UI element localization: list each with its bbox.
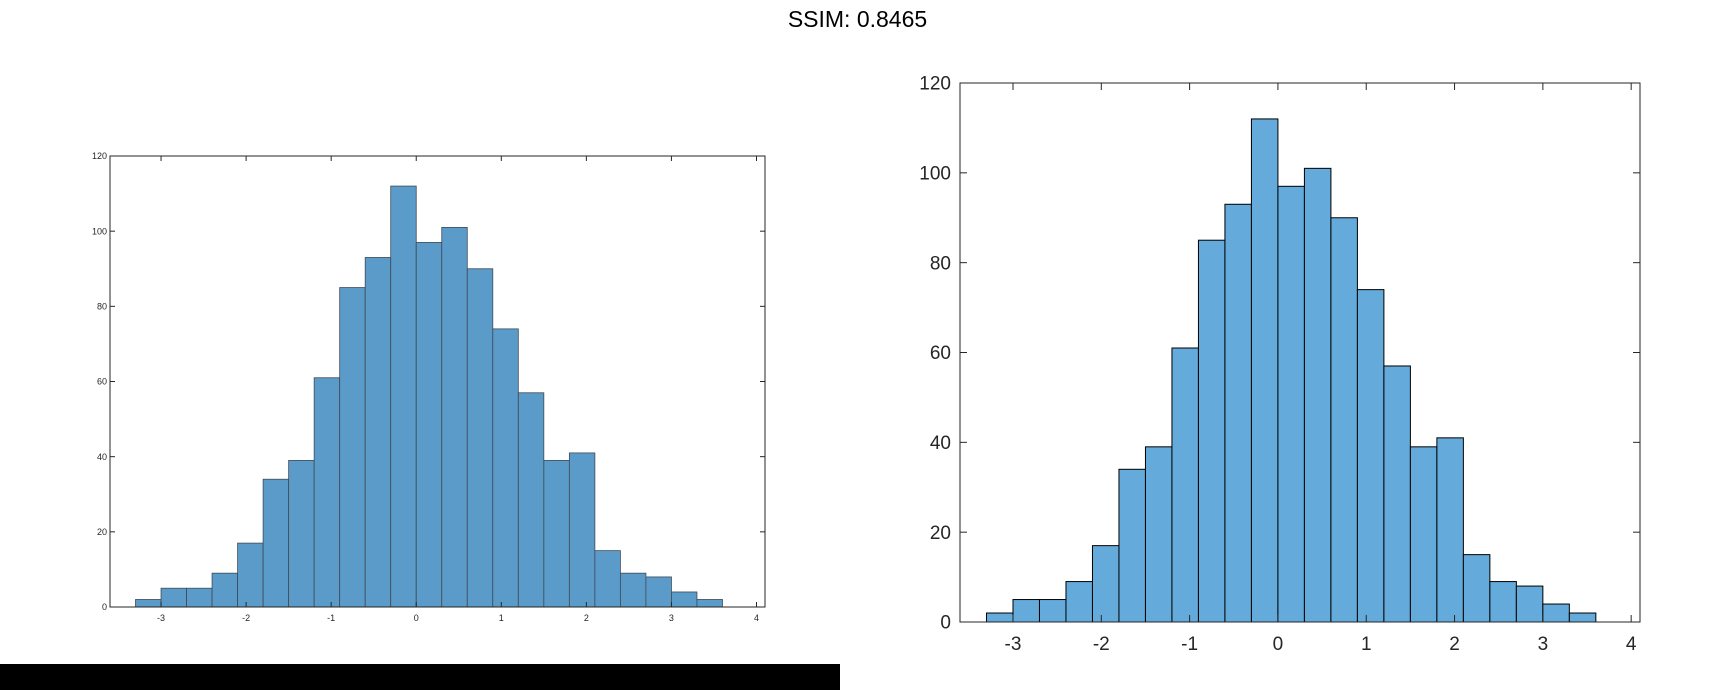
x-tick-label: -2 bbox=[1093, 634, 1110, 655]
histogram-bar bbox=[415, 242, 443, 608]
y-tick-label: 120 bbox=[919, 74, 951, 95]
histogram-bar bbox=[1515, 585, 1544, 623]
histogram-bar bbox=[1489, 581, 1517, 623]
x-tick-label: 3 bbox=[1538, 634, 1549, 655]
x-tick-label: -2 bbox=[242, 613, 250, 623]
y-tick-label: 40 bbox=[930, 433, 951, 454]
histogram-bar bbox=[1436, 437, 1464, 623]
histogram-bar bbox=[1038, 599, 1067, 623]
histogram-bar bbox=[1409, 446, 1438, 623]
histogram-bar bbox=[364, 257, 392, 608]
y-tick-label: 20 bbox=[97, 527, 107, 537]
x-tick-label: -3 bbox=[157, 613, 165, 623]
x-tick-label: 0 bbox=[1273, 634, 1284, 655]
page-title: SSIM: 0.8465 bbox=[787, 6, 928, 32]
bottom-black-bar bbox=[0, 664, 840, 690]
x-tick-label: -1 bbox=[327, 613, 335, 623]
histogram-bar bbox=[1197, 239, 1226, 623]
y-tick-label: 60 bbox=[97, 377, 107, 387]
histogram-bar bbox=[160, 587, 187, 608]
x-tick-label: -3 bbox=[1005, 634, 1022, 655]
x-tick-label: -1 bbox=[1181, 634, 1198, 655]
histogram-bar bbox=[237, 542, 264, 608]
histogram-bar bbox=[1144, 446, 1173, 623]
histogram-bar bbox=[1542, 603, 1570, 623]
histogram-bar bbox=[1303, 167, 1332, 623]
histogram-bar bbox=[517, 392, 545, 608]
histogram-bar bbox=[1091, 545, 1120, 623]
y-tick-label: 0 bbox=[102, 602, 107, 612]
histogram-bar bbox=[492, 328, 519, 608]
x-tick-label: 4 bbox=[1626, 634, 1637, 655]
histogram-bar bbox=[466, 268, 494, 608]
y-tick-label: 100 bbox=[92, 226, 107, 236]
histogram-bar bbox=[262, 478, 290, 608]
histogram-bar bbox=[339, 287, 366, 608]
histogram-bar bbox=[288, 460, 315, 608]
y-tick-label: 120 bbox=[92, 151, 107, 161]
x-tick-label: 0 bbox=[414, 613, 419, 623]
histogram-bar bbox=[1118, 468, 1146, 623]
histogram-bar bbox=[1171, 347, 1199, 623]
histogram-bar bbox=[186, 587, 213, 608]
histogram-bar bbox=[1250, 118, 1279, 623]
histogram-bar bbox=[1224, 203, 1252, 623]
histogram-bar bbox=[543, 460, 570, 608]
histogram-bar bbox=[211, 572, 238, 608]
x-tick-label: 1 bbox=[499, 613, 504, 623]
histogram-bar bbox=[135, 599, 162, 608]
x-tick-label: 2 bbox=[584, 613, 589, 623]
histogram-bar bbox=[1462, 554, 1491, 623]
histogram-bar bbox=[594, 550, 621, 608]
histogram-bar bbox=[985, 612, 1014, 623]
histogram-bar bbox=[390, 185, 417, 608]
histogram-bar bbox=[1330, 217, 1358, 623]
y-tick-label: 100 bbox=[919, 163, 951, 184]
histogram-bar bbox=[1568, 612, 1597, 623]
y-tick-label: 20 bbox=[930, 523, 951, 544]
histogram-bar bbox=[1277, 185, 1305, 623]
histogram-bar bbox=[1012, 599, 1040, 623]
histogram-bar bbox=[313, 377, 341, 608]
histogram-bar bbox=[696, 599, 723, 608]
y-tick-label: 0 bbox=[940, 613, 951, 634]
histogram-bar bbox=[671, 591, 698, 608]
y-tick-label: 80 bbox=[97, 301, 107, 311]
x-tick-label: 1 bbox=[1361, 634, 1372, 655]
histogram-bar bbox=[1356, 289, 1385, 623]
y-tick-label: 40 bbox=[97, 452, 107, 462]
y-tick-label: 60 bbox=[930, 343, 951, 364]
histogram-bar bbox=[441, 227, 468, 608]
x-tick-label: 3 bbox=[669, 613, 674, 623]
histogram-bar bbox=[1065, 581, 1093, 623]
histogram-bar bbox=[568, 452, 596, 608]
x-tick-label: 4 bbox=[754, 613, 759, 623]
histogram-bar bbox=[619, 572, 647, 608]
x-tick-label: 2 bbox=[1449, 634, 1460, 655]
y-tick-label: 80 bbox=[930, 253, 951, 274]
histogram-bar bbox=[1383, 365, 1411, 623]
histogram-bar bbox=[645, 576, 672, 608]
